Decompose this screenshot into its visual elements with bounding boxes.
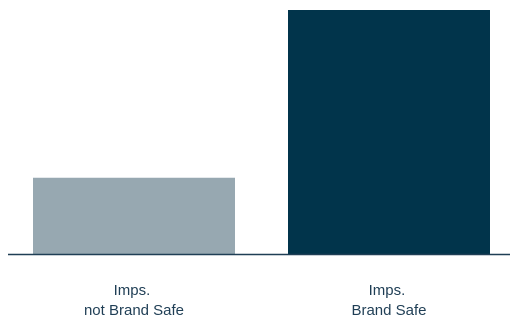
category-label-1-line-0: Imps. [369, 282, 406, 299]
category-label-1-line-1: Brand Safe [351, 302, 426, 319]
bar-1 [288, 10, 490, 254]
category-label-0-line-1: not Brand Safe [84, 302, 184, 319]
category-label-0: Imps. not Brand Safe [84, 282, 184, 319]
bar-0 [33, 177, 235, 254]
category-label-1: Imps. Brand Safe [351, 282, 426, 319]
category-labels: Imps. not Brand Safe Imps. Brand Safe [84, 282, 427, 319]
category-label-0-line-0: Imps. [114, 282, 151, 299]
bars-group [33, 10, 490, 254]
